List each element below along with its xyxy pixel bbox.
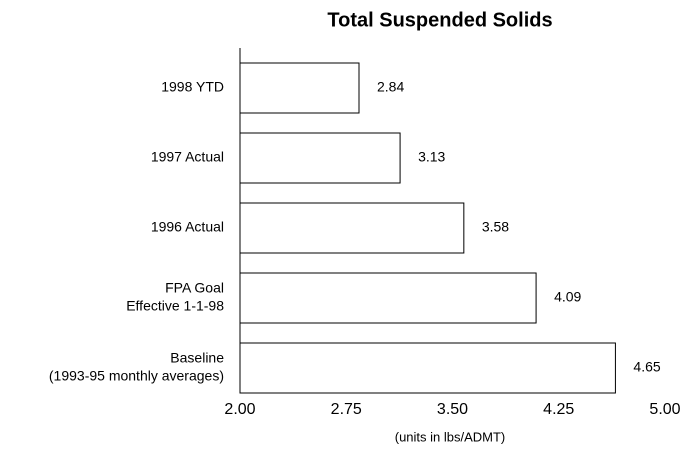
x-tick-label: 2.00 — [224, 401, 255, 418]
y-tick-label: 1997 Actual — [151, 149, 224, 165]
value-label: 3.58 — [482, 219, 509, 235]
bar — [239, 342, 616, 394]
bar — [239, 132, 401, 184]
value-label: 2.84 — [377, 79, 404, 95]
y-tick-label: Baseline — [170, 350, 224, 366]
x-axis-label: (units in lbs/ADMT) — [395, 429, 506, 444]
x-tick-label: 4.25 — [543, 401, 574, 418]
bar — [239, 62, 360, 114]
value-label: 4.09 — [554, 289, 581, 305]
x-tick-label: 5.00 — [649, 401, 680, 418]
y-tick-label: 1998 YTD — [161, 79, 224, 95]
y-tick-label: 1996 Actual — [151, 219, 224, 235]
y-tick-label: Effective 1-1-98 — [126, 298, 224, 314]
bar — [239, 272, 537, 324]
value-label: 4.65 — [633, 359, 660, 375]
chart-title: Total Suspended Solids — [327, 9, 552, 31]
value-label: 3.13 — [418, 149, 445, 165]
bar — [239, 202, 465, 254]
y-tick-label: FPA Goal — [165, 280, 224, 296]
x-tick-label: 2.75 — [331, 401, 362, 418]
y-tick-label: (1993-95 monthly averages) — [49, 368, 224, 384]
x-tick-label: 3.50 — [437, 401, 468, 418]
